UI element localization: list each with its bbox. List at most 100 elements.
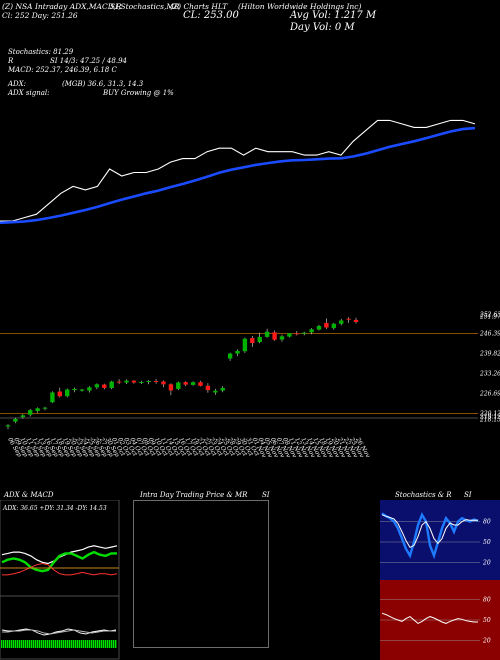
candle-body [65,389,70,397]
macd-histogram-bar [93,640,95,648]
macd-histogram-bar [113,640,115,648]
macd-line [1,628,117,636]
macd-histogram-bar [81,640,83,648]
macd-histogram-bar [23,640,25,648]
macd-histogram-bar [31,640,33,648]
macd-histogram-bar [83,640,85,648]
candle-body [264,331,270,337]
candle-body [176,382,181,389]
header-line1: (Z) NSA Intraday ADX,MACD,R [2,2,122,11]
macd-histogram-bar [115,640,117,648]
macd-histogram-bar [39,640,41,648]
candle-body [102,384,107,388]
macd-histogram-bar [51,640,53,648]
header-close-value: CL: 253.00 [183,10,239,21]
candle-body [235,350,240,354]
price-tick-label: 219.12 [479,413,500,420]
level-tick-label: 80 [483,597,491,604]
macd-histogram-bar [103,640,105,648]
candle-body [324,322,329,328]
macd-histogram-bar [19,640,21,648]
macd-histogram-bar [79,640,81,648]
macd-signal-line [2,629,116,635]
macd-histogram-bar [5,640,7,648]
minus-di-line [2,562,118,576]
macd-histogram-bar [91,640,93,648]
candle-body [183,382,188,385]
header-company: (Hilton Worldwide Holdings Inc) [238,2,362,11]
candle-body [35,408,40,411]
si-readout: SI 14/3: 47.25 / 48.94 [50,57,127,65]
macd-histogram-bar [71,640,73,648]
macd-histogram-bar [1,640,3,648]
candle-body [116,381,122,383]
macd-histogram-bar [35,640,37,648]
level-tick-label: 50 [483,539,491,546]
candle-body [79,389,85,391]
macd-histogram-bar [61,640,63,648]
price-tick-label: 246.39 [479,331,500,338]
macd-histogram-bar [63,640,65,648]
price-tick-label: 239.82 [479,351,500,358]
candle-body [72,388,77,391]
level-tick-label: 20 [482,559,491,566]
macd-readout: MACD: 252.37, 246.39, 6.18 C [8,66,117,74]
macd-histogram-bar [27,640,29,648]
candle-body [287,333,292,337]
candle-body [139,381,144,383]
candle-body [279,336,285,340]
stoch-d-line [381,514,478,549]
macd-histogram-bar [21,640,23,648]
macd-histogram-bar [89,640,91,648]
macd-histogram-bar [47,640,49,648]
price-ma-chart [0,119,476,225]
macd-histogram-bar [87,640,89,648]
macd-histogram-bar [29,640,31,648]
stoch-panel-title: Stochastics & R [395,491,452,499]
macd-histogram-bar [97,640,99,648]
macd-histogram-bar [111,640,113,648]
macd-histogram-bar [7,640,9,648]
macd-histogram-bar [99,640,101,648]
candle-body [124,380,129,383]
macd-histogram-bar [77,640,79,648]
candle-body [5,425,11,427]
stoch-si-label: SI [464,491,472,499]
macd-histogram-bar [9,640,11,648]
macd-histogram-bar [105,640,107,648]
candle-body [309,329,314,333]
adx-macd-panel-title: ADX & MACD [4,491,54,499]
candle-body [205,385,211,391]
header-close-day: Cl: 252 Day: 251.26 [2,11,78,20]
level-tick-label: 20 [482,637,491,644]
candle-body [161,381,166,385]
macd-histogram-bar [15,640,17,648]
candle-body [242,338,248,352]
stochastics-panel: 80 50 20 80 50 20 [380,500,500,660]
candle-body [213,390,218,393]
stochastics-readout: Stochastics: 81.29 [8,48,74,56]
intraday-panel [133,500,269,648]
macd-histogram-bar [59,640,61,648]
macd-histogram-bar [95,640,97,648]
candle-body [13,418,18,422]
header-avg-vol: Avg Vol: 1.217 M [290,10,377,21]
plus-di-line [1,550,117,573]
candle-body [198,382,203,386]
candle-body [42,407,48,409]
macd-histogram-bar [101,640,103,648]
candle-body [109,381,114,388]
candle-body [353,319,359,322]
signal-readout: BUY Growing @ 1% [103,89,174,97]
intraday-panel-title: Intra Day Trading Price & MR [140,491,248,499]
macd-histogram-bar [53,640,55,648]
candle-body [28,410,33,415]
candle-body [294,333,299,335]
macd-histogram-bar [33,640,35,648]
macd-histogram-bar [65,640,67,648]
price-tick-label: 252.63 [479,312,500,319]
intraday-si-label: SI [262,491,270,499]
candle-body [331,323,336,329]
adx-signal-label: ADX signal: [8,89,50,97]
